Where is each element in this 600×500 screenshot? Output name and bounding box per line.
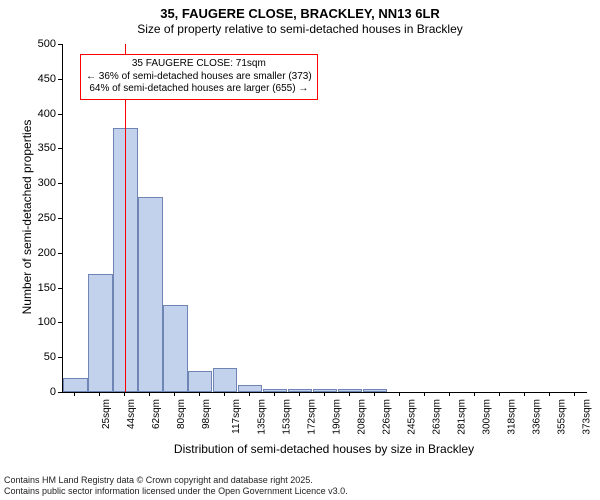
y-tick-mark: [58, 114, 62, 115]
x-tick-mark: [74, 392, 75, 396]
y-tick-mark: [58, 288, 62, 289]
histogram-bar: [88, 274, 112, 392]
x-tick-mark: [449, 392, 450, 396]
y-tick-label: 300: [28, 177, 56, 189]
x-tick-mark: [174, 392, 175, 396]
x-tick-mark: [574, 392, 575, 396]
x-tick-label: 80sqm: [176, 399, 187, 429]
y-tick-label: 250: [28, 212, 56, 224]
footer-line-1: Contains HM Land Registry data © Crown c…: [4, 475, 313, 486]
annotation-box: 35 FAUGERE CLOSE: 71sqm ← 36% of semi-de…: [80, 54, 318, 100]
y-tick-label: 50: [28, 351, 56, 363]
x-tick-label: 98sqm: [201, 399, 212, 429]
x-tick-label: 117sqm: [231, 399, 242, 434]
x-tick-label: 135sqm: [257, 399, 268, 435]
histogram-bar: [363, 389, 387, 392]
x-tick-label: 281sqm: [456, 399, 467, 435]
x-tick-label: 25sqm: [101, 399, 112, 429]
chart-title-line1: 35, FAUGERE CLOSE, BRACKLEY, NN13 6LR: [0, 6, 600, 21]
x-tick-label: 153sqm: [282, 399, 293, 435]
y-tick-label: 150: [28, 282, 56, 294]
figure-root: 35, FAUGERE CLOSE, BRACKLEY, NN13 6LR Si…: [0, 0, 600, 500]
x-tick-mark: [299, 392, 300, 396]
x-tick-mark: [249, 392, 250, 396]
x-tick-label: 373sqm: [581, 399, 592, 435]
x-tick-mark: [224, 392, 225, 396]
y-tick-mark: [58, 218, 62, 219]
y-tick-mark: [58, 79, 62, 80]
x-tick-label: 226sqm: [382, 399, 393, 435]
x-tick-label: 190sqm: [332, 399, 343, 435]
y-tick-label: 350: [28, 142, 56, 154]
x-tick-mark: [474, 392, 475, 396]
histogram-bar: [213, 368, 237, 392]
histogram-bar: [138, 197, 162, 392]
x-tick-mark: [524, 392, 525, 396]
x-tick-mark: [349, 392, 350, 396]
x-tick-mark: [549, 392, 550, 396]
x-tick-label: 300sqm: [481, 399, 492, 435]
chart-title-line2: Size of property relative to semi-detach…: [0, 22, 600, 36]
y-tick-mark: [58, 392, 62, 393]
histogram-bar: [188, 371, 212, 392]
y-tick-mark: [58, 183, 62, 184]
x-tick-mark: [424, 392, 425, 396]
x-tick-label: 62sqm: [151, 399, 162, 429]
x-tick-mark: [324, 392, 325, 396]
y-tick-mark: [58, 253, 62, 254]
y-tick-label: 400: [28, 108, 56, 120]
x-tick-mark: [399, 392, 400, 396]
histogram-bar: [338, 389, 362, 392]
y-tick-mark: [58, 322, 62, 323]
y-tick-mark: [58, 357, 62, 358]
x-tick-label: 318sqm: [506, 399, 517, 435]
y-tick-label: 450: [28, 73, 56, 85]
x-tick-mark: [374, 392, 375, 396]
histogram-bar: [238, 385, 262, 392]
y-tick-mark: [58, 44, 62, 45]
x-tick-label: 44sqm: [126, 399, 137, 429]
y-tick-label: 200: [28, 247, 56, 259]
x-tick-mark: [499, 392, 500, 396]
histogram-bar: [63, 378, 87, 392]
x-tick-mark: [149, 392, 150, 396]
x-tick-mark: [99, 392, 100, 396]
x-tick-label: 336sqm: [531, 399, 542, 435]
y-tick-mark: [58, 148, 62, 149]
x-tick-label: 208sqm: [357, 399, 368, 435]
annotation-line: 35 FAUGERE CLOSE: 71sqm: [86, 58, 312, 71]
y-tick-label: 500: [28, 38, 56, 50]
annotation-line: ← 36% of semi-detached houses are smalle…: [86, 71, 312, 84]
x-tick-label: 172sqm: [307, 399, 318, 435]
y-tick-label: 0: [28, 386, 56, 398]
x-tick-label: 263sqm: [431, 399, 442, 435]
x-tick-mark: [124, 392, 125, 396]
annotation-line: 64% of semi-detached houses are larger (…: [86, 83, 312, 96]
x-axis-label: Distribution of semi-detached houses by …: [62, 442, 586, 456]
y-tick-label: 100: [28, 316, 56, 328]
footer-line-2: Contains public sector information licen…: [4, 486, 348, 497]
x-tick-mark: [199, 392, 200, 396]
x-tick-mark: [274, 392, 275, 396]
x-tick-label: 245sqm: [406, 399, 417, 435]
x-tick-label: 355sqm: [556, 399, 567, 435]
histogram-bar: [163, 305, 187, 392]
